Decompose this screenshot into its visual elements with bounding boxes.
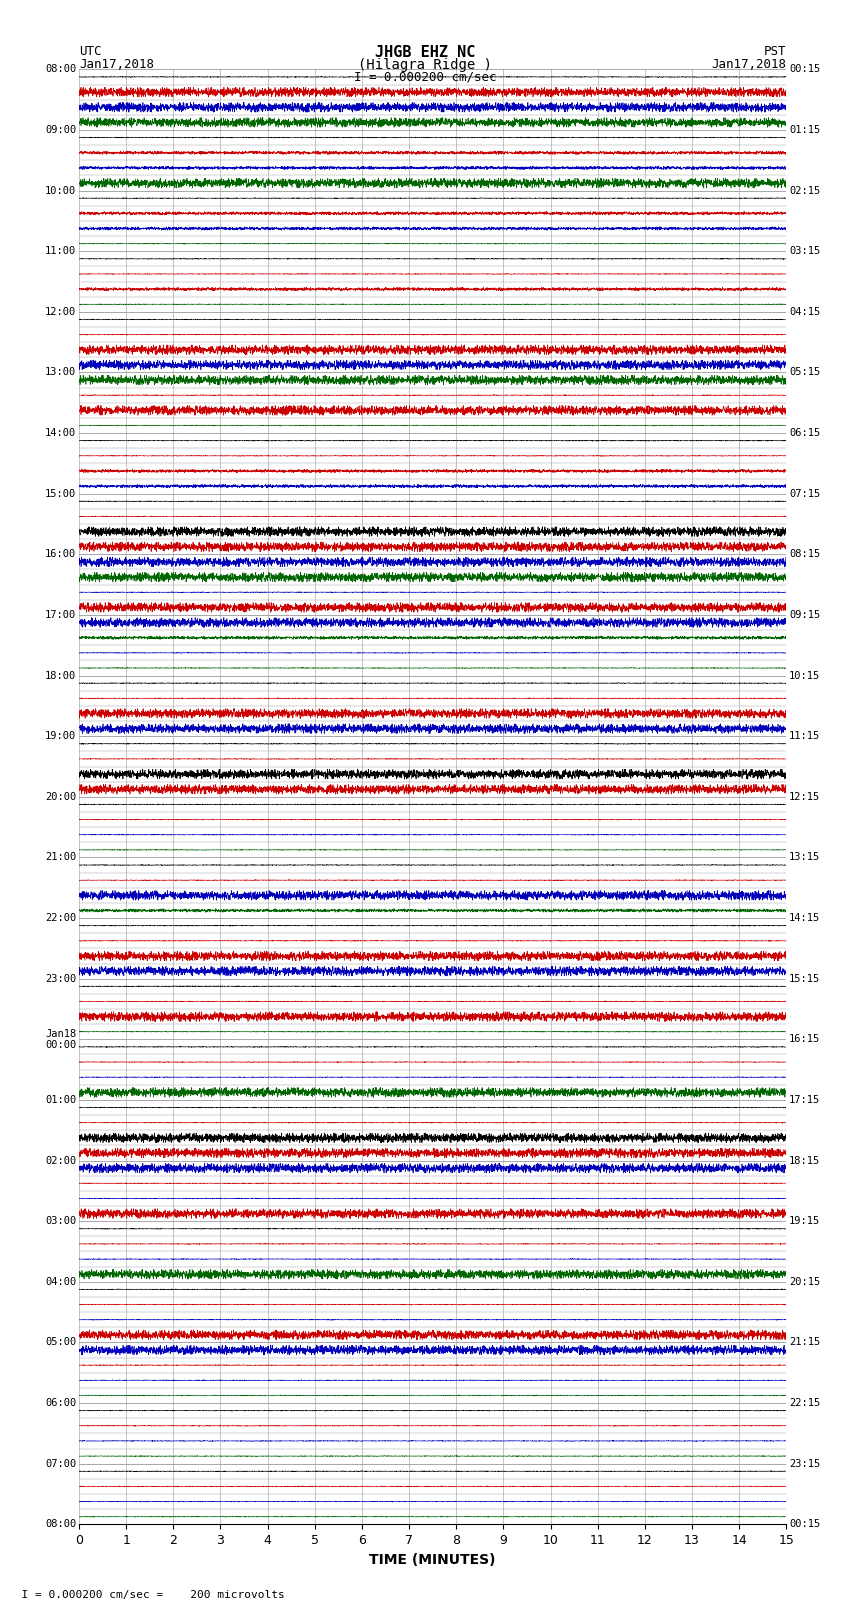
Text: 03:00: 03:00 [45,1216,76,1226]
Text: I = 0.000200 cm/sec: I = 0.000200 cm/sec [354,71,496,84]
Text: 03:15: 03:15 [789,247,820,256]
Text: 18:00: 18:00 [45,671,76,681]
Text: 23:15: 23:15 [789,1458,820,1469]
Text: 17:00: 17:00 [45,610,76,619]
Text: 22:15: 22:15 [789,1398,820,1408]
Text: 20:00: 20:00 [45,792,76,802]
Text: UTC: UTC [79,45,101,58]
Text: 01:15: 01:15 [789,124,820,135]
Text: 21:00: 21:00 [45,852,76,863]
Text: 01:00: 01:00 [45,1095,76,1105]
Text: 23:00: 23:00 [45,974,76,984]
Text: 07:00: 07:00 [45,1458,76,1469]
Text: 13:15: 13:15 [789,852,820,863]
Text: 08:00: 08:00 [45,1519,76,1529]
Text: 13:00: 13:00 [45,368,76,377]
Text: 00:15: 00:15 [789,65,820,74]
Text: Jan18
00:00: Jan18 00:00 [45,1029,76,1050]
Text: 07:15: 07:15 [789,489,820,498]
Text: 19:00: 19:00 [45,731,76,742]
Text: 20:15: 20:15 [789,1277,820,1287]
Text: 05:15: 05:15 [789,368,820,377]
Text: 11:00: 11:00 [45,247,76,256]
Text: 12:00: 12:00 [45,306,76,316]
Text: 21:15: 21:15 [789,1337,820,1347]
Text: Jan17,2018: Jan17,2018 [711,58,786,71]
Text: 10:00: 10:00 [45,185,76,195]
Text: 14:15: 14:15 [789,913,820,923]
Text: 22:00: 22:00 [45,913,76,923]
Text: 17:15: 17:15 [789,1095,820,1105]
Text: 06:00: 06:00 [45,1398,76,1408]
Text: 11:15: 11:15 [789,731,820,742]
Text: 02:00: 02:00 [45,1155,76,1166]
Text: I = 0.000200 cm/sec =    200 microvolts: I = 0.000200 cm/sec = 200 microvolts [8,1590,286,1600]
Text: 02:15: 02:15 [789,185,820,195]
Text: 10:15: 10:15 [789,671,820,681]
Text: 08:15: 08:15 [789,550,820,560]
Text: 04:15: 04:15 [789,306,820,316]
Text: PST: PST [764,45,786,58]
Text: 19:15: 19:15 [789,1216,820,1226]
X-axis label: TIME (MINUTES): TIME (MINUTES) [370,1553,496,1566]
Text: 09:00: 09:00 [45,124,76,135]
Text: 16:00: 16:00 [45,550,76,560]
Text: 00:15: 00:15 [789,1519,820,1529]
Text: 16:15: 16:15 [789,1034,820,1044]
Text: 18:15: 18:15 [789,1155,820,1166]
Text: Jan17,2018: Jan17,2018 [79,58,154,71]
Text: 15:00: 15:00 [45,489,76,498]
Text: 12:15: 12:15 [789,792,820,802]
Text: (Hilagra Ridge ): (Hilagra Ridge ) [358,58,492,73]
Text: 04:00: 04:00 [45,1277,76,1287]
Text: 09:15: 09:15 [789,610,820,619]
Text: 08:00: 08:00 [45,65,76,74]
Text: 14:00: 14:00 [45,427,76,439]
Text: 06:15: 06:15 [789,427,820,439]
Text: 05:00: 05:00 [45,1337,76,1347]
Text: JHGB EHZ NC: JHGB EHZ NC [375,45,475,60]
Text: 15:15: 15:15 [789,974,820,984]
